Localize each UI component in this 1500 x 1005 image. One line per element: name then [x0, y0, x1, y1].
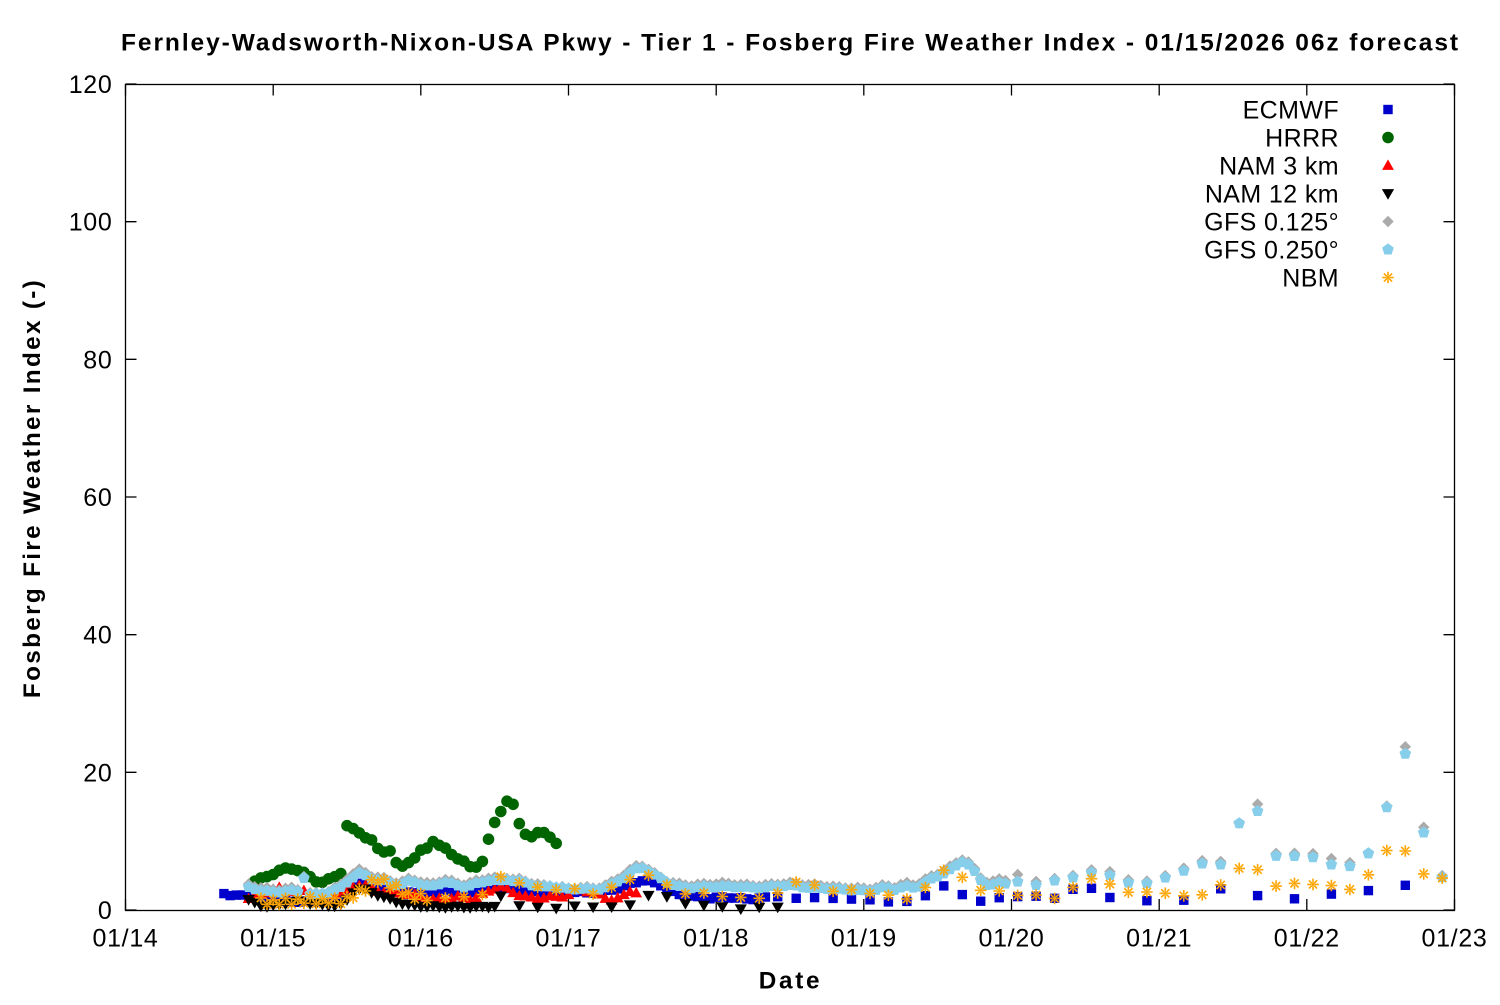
- svg-text:Fernley-Wadsworth-Nixon-USA Pk: Fernley-Wadsworth-Nixon-USA Pkwy - Tier …: [121, 30, 1460, 57]
- svg-text:ECMWF: ECMWF: [1243, 97, 1339, 125]
- svg-text:01/15: 01/15: [240, 925, 306, 953]
- svg-text:01/21: 01/21: [1126, 925, 1192, 953]
- svg-text:100: 100: [69, 209, 113, 237]
- svg-text:01/17: 01/17: [535, 925, 601, 953]
- svg-text:01/14: 01/14: [92, 925, 158, 953]
- svg-text:60: 60: [83, 484, 112, 512]
- svg-text:Date: Date: [759, 968, 822, 995]
- svg-text:80: 80: [83, 346, 112, 374]
- svg-text:0: 0: [98, 897, 113, 925]
- svg-text:01/20: 01/20: [978, 925, 1044, 953]
- svg-text:NAM 3 km: NAM 3 km: [1219, 153, 1339, 181]
- svg-text:20: 20: [83, 759, 112, 787]
- svg-text:NBM: NBM: [1282, 265, 1339, 293]
- svg-text:GFS 0.250°: GFS 0.250°: [1204, 237, 1339, 265]
- svg-text:01/16: 01/16: [388, 925, 454, 953]
- svg-text:01/19: 01/19: [831, 925, 897, 953]
- svg-text:NAM 12 km: NAM 12 km: [1205, 181, 1339, 209]
- svg-text:GFS 0.125°: GFS 0.125°: [1204, 209, 1339, 237]
- svg-text:HRRR: HRRR: [1265, 125, 1339, 153]
- svg-text:120: 120: [69, 71, 113, 99]
- svg-text:Fosberg Fire Weather Index (-): Fosberg Fire Weather Index (-): [19, 278, 46, 698]
- svg-text:01/23: 01/23: [1421, 925, 1487, 953]
- svg-text:01/22: 01/22: [1274, 925, 1340, 953]
- svg-text:40: 40: [83, 622, 112, 650]
- svg-text:01/18: 01/18: [683, 925, 749, 953]
